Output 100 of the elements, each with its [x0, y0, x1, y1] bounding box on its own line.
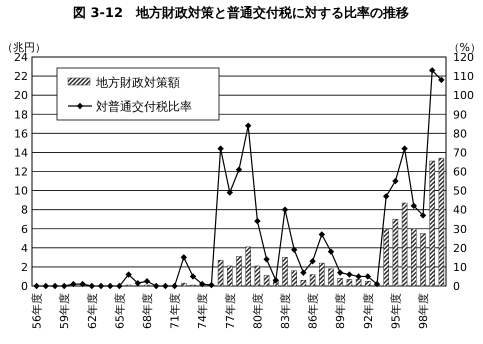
legend-label: 地方財政対策額: [95, 76, 180, 90]
point: [291, 246, 298, 253]
y2-tick-label: 110: [453, 70, 474, 84]
x-tick-label: 59年度: [58, 293, 72, 329]
point: [42, 282, 49, 290]
point: [199, 280, 206, 288]
point: [272, 277, 279, 284]
point: [162, 282, 169, 290]
bar: [291, 270, 297, 286]
point: [107, 282, 114, 290]
point: [420, 212, 426, 219]
point: [153, 282, 160, 290]
y2-tick-label: 50: [453, 184, 467, 198]
point: [61, 282, 68, 290]
point: [98, 282, 104, 290]
point: [33, 282, 40, 290]
point: [217, 145, 224, 152]
point: [318, 231, 325, 238]
point: [236, 166, 242, 173]
y2-tick-label: 20: [453, 242, 467, 255]
y-tick-label: 4: [21, 242, 28, 255]
point: [79, 280, 86, 288]
y-tick-label: 24: [14, 51, 28, 64]
point: [226, 189, 233, 196]
x-tick-label: 68年度: [141, 293, 154, 329]
y-tick-label: 0: [21, 280, 28, 293]
bar: [337, 278, 343, 286]
point: [438, 76, 445, 84]
x-tick-label: 71年度: [168, 293, 182, 329]
bar: [245, 246, 251, 286]
bar: [218, 260, 224, 286]
y2-tick-label: 40: [453, 204, 467, 217]
point: [383, 193, 390, 200]
point: [208, 282, 215, 288]
point: [171, 282, 178, 290]
bar: [319, 262, 325, 286]
point: [364, 273, 371, 280]
y2-tick-label: 80: [453, 127, 467, 140]
chart-title: 図 3-12 地方財政対策と普通交付税に対する比率の推移: [72, 5, 410, 21]
bar: [365, 280, 371, 286]
y-tick-label: 22: [14, 70, 28, 84]
point: [355, 273, 362, 280]
point: [254, 218, 261, 224]
y-tick-label: 2: [21, 260, 28, 274]
point: [309, 258, 316, 264]
y2-tick-label: 0: [453, 280, 460, 293]
bar: [420, 233, 426, 286]
x-tick-label: 86年度: [306, 293, 320, 329]
y-tick-label: 6: [21, 222, 28, 236]
x-tick-label: 80年度: [251, 293, 264, 329]
y2-tick-label: 60: [453, 166, 467, 178]
point: [328, 248, 334, 255]
x-tick-label: 65年度: [113, 293, 126, 329]
y2-tick-label: 70: [453, 146, 467, 160]
point: [282, 206, 288, 213]
bar: [310, 274, 316, 286]
x-tick-label: 56年度: [30, 293, 44, 329]
point: [180, 254, 187, 261]
y2-tick-label: 30: [453, 222, 467, 236]
point: [374, 280, 380, 288]
bar: [236, 256, 242, 286]
bar: [300, 280, 306, 286]
x-tick-label: 62年度: [86, 293, 99, 329]
y-tick-label: 14: [14, 146, 28, 160]
bar: [429, 160, 435, 286]
point: [134, 280, 141, 286]
y-tick-label: 12: [14, 166, 28, 178]
y-tick-label: 20: [14, 89, 28, 102]
bar: [438, 158, 444, 286]
x-tick-label: 89年度: [334, 293, 348, 329]
point: [410, 202, 417, 210]
bar: [411, 228, 417, 286]
point: [125, 271, 132, 278]
y-tick-label: 10: [14, 184, 28, 198]
bar: [383, 228, 389, 286]
y-tick-label: 18: [14, 108, 28, 122]
y-tick-label: 8: [21, 204, 28, 217]
bar: [346, 279, 352, 286]
point: [116, 282, 123, 290]
point: [52, 282, 58, 290]
bar: [328, 268, 334, 286]
point: [346, 271, 353, 278]
bar: [264, 275, 270, 286]
bar: [254, 266, 260, 286]
y-axis-title: （兆円）: [2, 41, 46, 54]
bar: [356, 279, 362, 286]
y2-axis-title: （%）: [448, 41, 481, 54]
point: [88, 282, 95, 290]
x-tick-label: 74年度: [196, 293, 210, 329]
x-tick-label: 83年度: [279, 293, 292, 329]
point: [401, 145, 408, 152]
point: [300, 269, 307, 276]
point: [392, 178, 399, 184]
y2-tick-label: 90: [453, 108, 467, 122]
x-tick-label: 77年度: [224, 293, 237, 329]
bar: [402, 202, 408, 286]
y2-tick-label: 10: [453, 260, 467, 274]
x-tick-label: 95年度: [389, 293, 402, 329]
x-tick-label: 92年度: [362, 293, 375, 329]
y2-tick-label: 120: [453, 51, 474, 64]
